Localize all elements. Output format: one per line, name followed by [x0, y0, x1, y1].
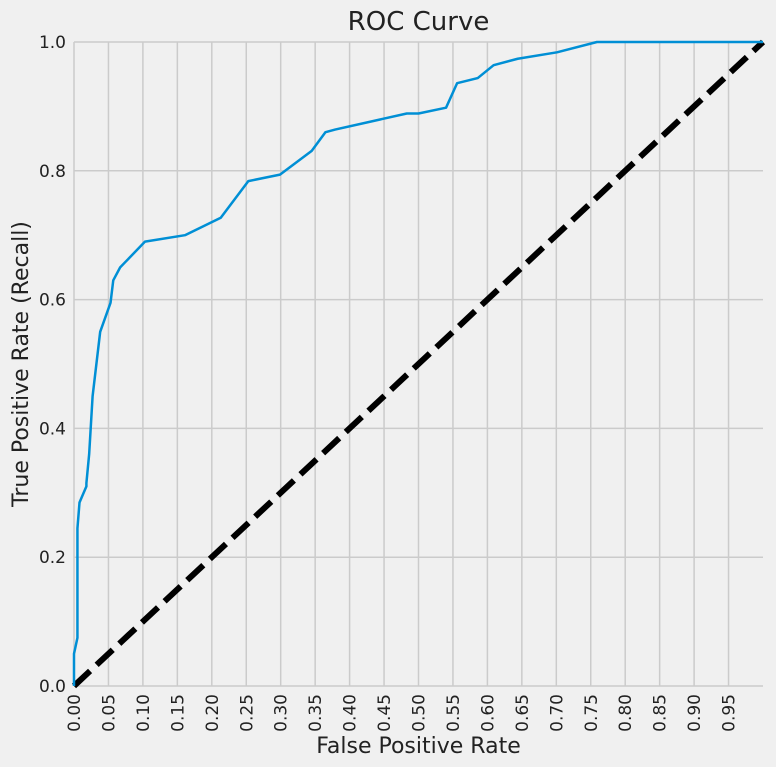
y-tick-label: 0.4: [39, 419, 66, 439]
y-tick-label: 0.0: [39, 677, 66, 697]
y-axis-label: True Positive Rate (Recall): [9, 221, 34, 508]
x-tick-label: 0.55: [444, 694, 464, 732]
x-tick-label: 0.65: [513, 694, 533, 732]
x-tick-label: 0.05: [99, 694, 119, 732]
x-tick-label: 0.70: [547, 694, 567, 732]
x-tick-label: 0.85: [651, 694, 671, 732]
x-tick-label: 0.75: [582, 694, 602, 732]
series-layer: [71, 39, 766, 689]
x-tick-label: 0.10: [134, 694, 154, 732]
ticks-layer: 0.00 0.05 0.10 0.15 0.20 0.25 0.30 0.35 0.40 0.45…: [39, 33, 740, 732]
x-tick-label: 0.50: [410, 694, 430, 732]
y-tick-label: 0.2: [39, 548, 66, 568]
x-tick-label: 0.40: [341, 694, 361, 732]
x-tick-label: 0.80: [616, 694, 636, 732]
x-axis-label: False Positive Rate: [316, 734, 520, 759]
x-tick-label: 0.95: [720, 694, 740, 732]
x-tick-label: 0.35: [306, 694, 326, 732]
x-tick-label: 0.45: [375, 694, 395, 732]
y-tick-label: 0.8: [39, 162, 66, 182]
x-tick-label: 0.20: [203, 694, 223, 732]
x-tick-label: 0.90: [685, 694, 705, 732]
chart-title: ROC Curve: [348, 7, 490, 37]
x-tick-label: 0.60: [478, 694, 498, 732]
x-tick-label: 0.25: [237, 694, 257, 732]
x-tick-label: 0.15: [168, 694, 188, 732]
x-tick-label: 0.00: [65, 694, 85, 732]
roc-curve-line: [72, 40, 763, 686]
y-tick-label: 0.6: [39, 291, 66, 311]
y-tick-label: 1.0: [39, 33, 66, 53]
chance-line: [71, 39, 766, 689]
x-tick-label: 0.30: [272, 694, 292, 732]
